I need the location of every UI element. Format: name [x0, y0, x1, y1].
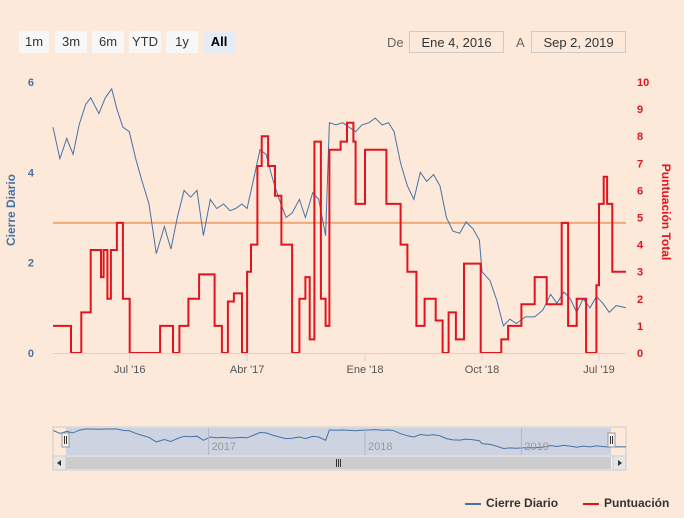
x-tick-label: Ene '18 [347, 364, 384, 376]
y-left-tick-label: 2 [28, 258, 34, 270]
legend-item-puntuacion[interactable]: Puntuación [604, 496, 670, 510]
from-date-input[interactable]: Ene 4, 2016 [409, 31, 504, 53]
to-date-input[interactable]: Sep 2, 2019 [531, 31, 626, 53]
range-button-ytd[interactable]: YTD [129, 31, 161, 53]
navigator-handle-left[interactable] [61, 432, 70, 448]
y-left-tick-label: 6 [28, 77, 34, 89]
scrollbar-grip-icon [336, 459, 341, 467]
y-left-tick-label: 4 [28, 167, 35, 179]
x-tick-label: Oct '18 [465, 364, 500, 376]
grid-layer [53, 88, 627, 353]
navigator-series-line [52, 428, 627, 450]
y-right-tick-label: 1 [637, 321, 643, 333]
y-right-tick-label: 5 [637, 213, 643, 225]
scrollbar-left-arrow-icon[interactable] [52, 455, 67, 471]
y-right-tick-label: 9 [637, 104, 643, 116]
navigator-year-label: 2017 [212, 441, 236, 453]
scrollbar-right-arrow-icon[interactable] [612, 455, 627, 471]
navigator-year-label: 2019 [524, 441, 548, 453]
y-axis-left-title: Cierre Diario [4, 174, 18, 246]
y-axis-right-title: Puntuación Total [659, 164, 673, 260]
y-left-tick-label: 0 [28, 348, 34, 360]
y-right-tick-label: 7 [637, 158, 643, 170]
y-right-tick-label: 6 [637, 185, 643, 197]
to-label: A [516, 35, 525, 50]
x-tick-label: Jul '19 [583, 364, 614, 376]
range-button-1y[interactable]: 1y [166, 31, 198, 53]
range-button-6m[interactable]: 6m [92, 31, 124, 53]
series-puntuacion-line [53, 121, 626, 354]
x-tick-label: Jul '16 [114, 364, 145, 376]
range-button-3m[interactable]: 3m [55, 31, 87, 53]
range-button-all[interactable]: All [203, 31, 235, 53]
range-button-1m[interactable]: 1m [19, 31, 49, 53]
y-right-tick-label: 0 [637, 348, 643, 360]
navigator-year-label: 2018 [368, 441, 392, 453]
y-right-tick-label: 3 [637, 267, 643, 279]
y-right-tick-label: 4 [637, 240, 644, 252]
y-right-tick-label: 2 [637, 294, 643, 306]
y-right-tick-label: 10 [637, 77, 649, 89]
navigator-handle-right[interactable] [607, 432, 616, 448]
from-label: De [387, 35, 404, 50]
series-cierre-diario-line [52, 87, 627, 327]
x-tick-label: Abr '17 [230, 364, 265, 376]
legend-item-cierre-diario[interactable]: Cierre Diario [486, 496, 559, 510]
y-right-tick-label: 8 [637, 131, 643, 143]
